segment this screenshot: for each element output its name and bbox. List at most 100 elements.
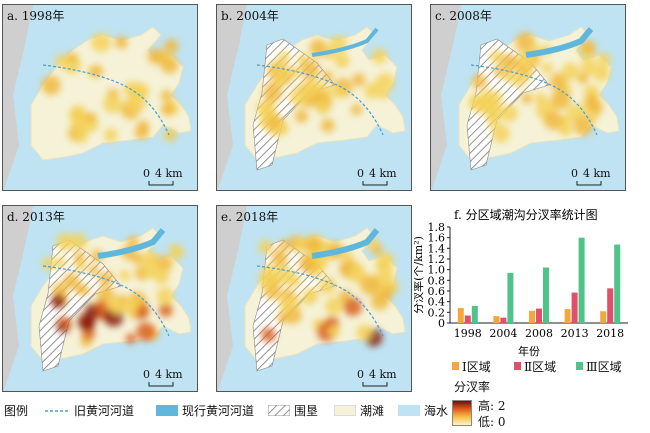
y-tick-label: 1.4 [428, 242, 446, 255]
chart-legend: Ⅰ区域 Ⅱ区域 Ⅲ区域 [452, 358, 642, 374]
mainland [217, 206, 247, 391]
map-canvas: 0 4 km [431, 5, 625, 190]
map-panel-1998: 0 4 km a. 1998年 [2, 4, 198, 191]
sea-swatch [398, 405, 420, 416]
bar [507, 272, 514, 323]
x-tick-label: 1998 [454, 327, 482, 340]
x-tick-label: 2004 [489, 327, 517, 340]
y-axis-label: 分汊率(个/km²) [414, 236, 425, 314]
y-tick-label: 1.6 [428, 232, 446, 245]
density-ramp [452, 400, 472, 426]
bar [464, 315, 471, 323]
bar [600, 311, 607, 323]
dashed-line-icon [45, 409, 69, 412]
y-tick-label: 0.2 [428, 306, 446, 319]
legend-old-river: 旧黄河河道 [44, 402, 134, 419]
panel-label: d. 2013年 [7, 210, 65, 224]
bar [529, 310, 535, 323]
y-tick-label: 0.4 [428, 296, 446, 309]
density-layer [41, 32, 179, 144]
bar [500, 317, 507, 323]
scale-zero: 0 [143, 368, 150, 381]
scale-bar: 0 4 km [357, 167, 397, 186]
current-river [311, 228, 380, 259]
scale-dist: 4 km [369, 368, 397, 381]
old-river [42, 265, 170, 337]
bar [457, 308, 464, 323]
density-low: 低: 0 [478, 415, 506, 429]
map-panel-2018: 0 4 km e. 2018年 [216, 205, 412, 392]
map-canvas: 0 4 km [217, 5, 411, 190]
old-river [470, 64, 598, 136]
branching-rate-chart: f. 分区域潮沟分汊率统计图 0 0.2 0.4 0.6 0.8 1.0 1.2 1.4 1.6 1… [411, 205, 636, 365]
old-river [42, 64, 170, 136]
chart-title: f. 分区域潮沟分汊率统计图 [454, 207, 598, 222]
legend-swatch-zone2 [514, 362, 521, 370]
bar [578, 237, 585, 323]
legend-title-text: 图例 [4, 404, 29, 418]
chart-bg [414, 205, 636, 365]
x-tick-label: 2008 [525, 327, 553, 340]
legend-sea: 海水 [398, 402, 448, 419]
y-tick-label: 1.8 [428, 221, 446, 234]
legend-label-zone3: Ⅲ区域 [586, 360, 622, 374]
legend-old-river-label: 旧黄河河道 [74, 404, 135, 418]
legend-tidal-flat: 潮滩 [334, 402, 384, 419]
map-canvas: 0 4 km [3, 206, 197, 391]
legend-label-zone2: Ⅱ区域 [524, 360, 557, 374]
bar [614, 244, 621, 323]
legend-current-river: 现行黄河河道 [156, 402, 254, 419]
y-tick-label: 1.2 [428, 253, 446, 266]
x-tick-label: 2013 [561, 327, 589, 340]
mainland [217, 5, 247, 190]
density-layer [41, 232, 185, 347]
tidal-flat-swatch [334, 405, 356, 416]
legend-swatch-zone3 [576, 362, 583, 370]
scale-zero: 0 [143, 167, 150, 180]
legend-sea-label: 海水 [424, 404, 449, 418]
legend-reclaim: 围垦 [268, 402, 318, 419]
y-tick-label: 0.8 [428, 274, 446, 287]
map-canvas: 0 4 km [3, 5, 197, 190]
scale-bar: 0 4 km [143, 368, 183, 387]
map-legend: 图例 旧黄河河道 现行黄河河道 围垦 潮滩 海水 [0, 398, 650, 432]
hatch-swatch [268, 405, 290, 416]
map-panel-2004: 0 4 km b. 2004年 [216, 4, 412, 191]
bar [564, 309, 571, 323]
density-layer [468, 32, 611, 143]
y-tick-label: 1.0 [428, 264, 446, 277]
scale-bar: 0 4 km [357, 368, 397, 387]
bar [543, 267, 549, 323]
map-panel-2008: 0 4 km c. 2008年 [430, 4, 626, 191]
x-tick-label: 2018 [596, 327, 624, 340]
bar [607, 288, 614, 323]
density-layer [258, 234, 399, 347]
scale-zero: 0 [571, 167, 578, 180]
legend-reclaim-label: 围垦 [294, 404, 319, 418]
scale-bar: 0 4 km [143, 167, 183, 186]
map-panel-2013: 0 4 km d. 2013年 [2, 205, 198, 392]
chart-svg: f. 分区域潮沟分汊率统计图00.20.40.60.81.01.21.41.61… [411, 205, 636, 365]
density-high: 高: 2 [478, 399, 506, 413]
y-tick-label: 0.6 [428, 285, 446, 298]
current-river [311, 27, 379, 57]
mainland [3, 5, 33, 190]
current-river [525, 27, 594, 58]
scale-bar: 0 4 km [571, 167, 611, 186]
legend-label-zone1: Ⅰ区域 [462, 360, 491, 374]
panel-label: a. 1998年 [7, 9, 65, 23]
bar [536, 308, 542, 323]
bar [471, 305, 478, 323]
legend-swatch-zone1 [452, 362, 459, 370]
bar [571, 292, 578, 323]
panel-label: b. 2004年 [221, 9, 279, 23]
x-axis-label: 年份 [518, 344, 540, 358]
density-title: 分汊率 [454, 380, 491, 394]
scale-dist: 4 km [155, 368, 183, 381]
scale-dist: 4 km [369, 167, 397, 180]
legend-title: 图例 [4, 402, 28, 419]
old-river [256, 64, 384, 136]
scale-zero: 0 [357, 167, 364, 180]
old-river [256, 265, 384, 337]
legend-tidal-flat-label: 潮滩 [360, 404, 385, 418]
